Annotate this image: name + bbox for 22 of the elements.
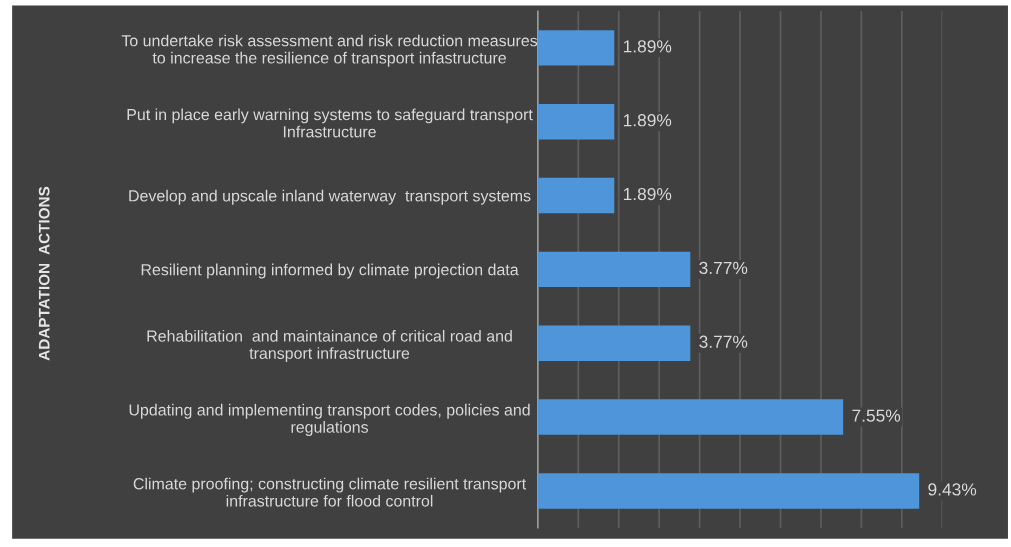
data-label: 7.55%	[852, 409, 901, 422]
bar	[537, 30, 615, 66]
y-axis-title: ADAPTATION ACTIONS	[38, 186, 50, 361]
data-label: 1.89%	[623, 187, 672, 201]
data-label: 1.89%	[623, 40, 672, 53]
bar	[537, 177, 615, 214]
y-tick-label: Resilient planning informed by climate projection data	[141, 263, 519, 279]
data-label: 3.77%	[699, 261, 748, 275]
bar	[537, 399, 844, 435]
data-label: 1.89%	[623, 114, 672, 127]
y-tick-label: Develop and upscale inland waterway transport systems	[129, 189, 531, 205]
data-label: 9.43%	[928, 483, 977, 496]
y-tick-label: Updating and implementing transport codes, policies and regulations	[129, 403, 530, 436]
bar	[537, 251, 691, 288]
y-tick-label: Put in place early warning systems to safeguard transport Infrastructure	[127, 108, 533, 138]
y-tick-label: To undertake risk assessment and risk reduction measures to increase the resilience of transport infastructure	[121, 34, 538, 67]
y-tick-label: Rehabilitation and maintainance of critical road and transport infrastructure	[147, 330, 512, 363]
bar	[537, 473, 920, 509]
bar	[537, 103, 615, 140]
bar	[537, 325, 691, 361]
data-label: 3.77%	[699, 335, 748, 348]
y-tick-label: Climate proofing; constructing climate resilient transport infrastructure for flood control	[133, 477, 527, 507]
